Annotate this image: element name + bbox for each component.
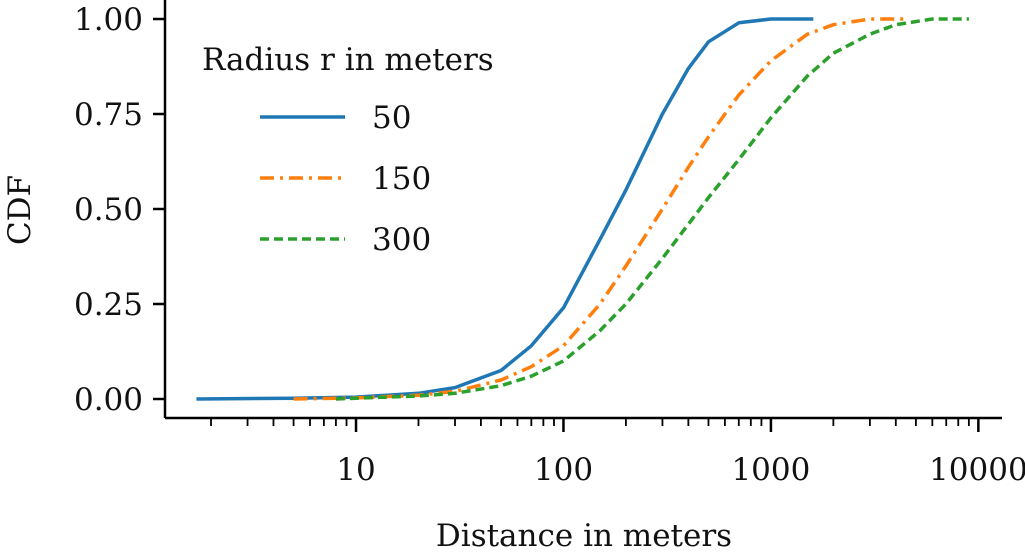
y-tick-label: 0.25 [74,287,143,323]
x-tick-label: 10 [336,452,375,488]
x-axis-label: Distance in meters [436,518,732,554]
legend-label-50: 50 [372,100,411,136]
series-line-300 [335,17,969,401]
y-axis-label: CDF [2,175,38,245]
legend-label-150: 150 [372,161,431,197]
series-lines [196,17,969,401]
x-tick-label: 1000 [731,452,810,488]
y-tick-label: 0.50 [74,192,143,228]
legend-title: Radius r in meters [202,42,494,78]
x-tick-label: 100 [534,452,593,488]
y-tick-label: 0.00 [74,382,143,418]
ticks: 0.00 0.25 0.50 0.75 1.00 10 100 1000 10000 [74,2,1025,488]
y-tick-label: 0.75 [74,97,143,133]
legend: Radius r in meters 50 150 300 [202,42,494,258]
y-tick-label: 1.00 [74,2,143,38]
x-tick-label: 10000 [929,452,1025,488]
legend-label-300: 300 [372,222,431,258]
